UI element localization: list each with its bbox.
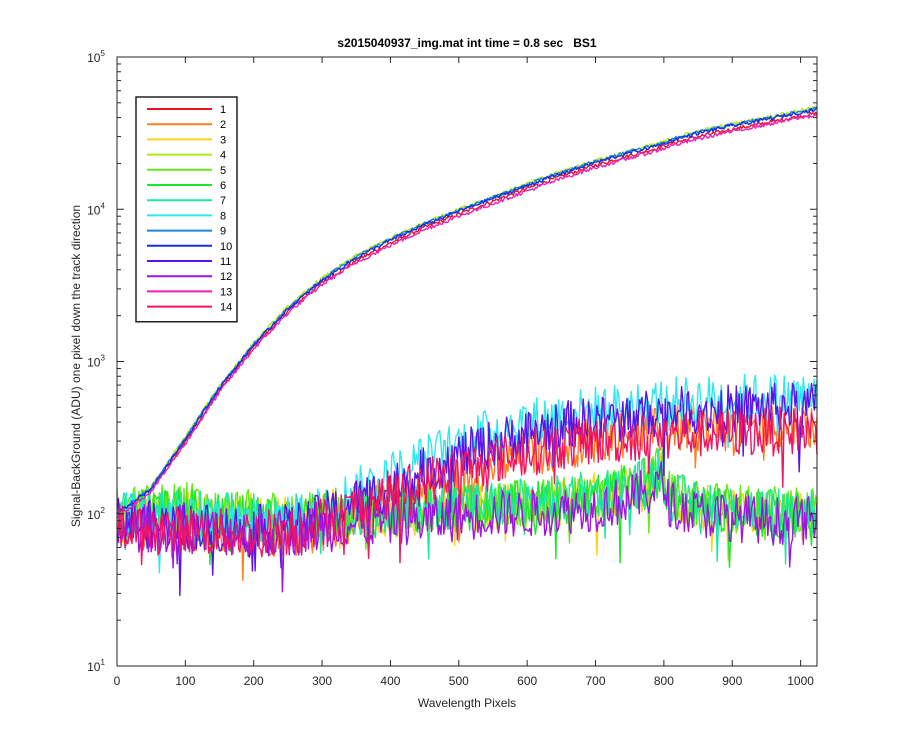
y-tick-label: 101: [87, 658, 105, 674]
x-axis-label: Wavelength Pixels: [418, 696, 516, 710]
x-tick-label: 0: [114, 674, 121, 688]
legend-label-4: 4: [220, 150, 226, 162]
axes: 0 100 200 300 400 500 600 700 800 900 100010110210…: [87, 49, 818, 688]
x-tick-label: 500: [449, 674, 469, 688]
legend-label-2: 2: [220, 119, 226, 131]
legend-label-7: 7: [220, 195, 226, 207]
y-tick-label: 105: [87, 49, 105, 65]
y-tick-label: 103: [87, 354, 105, 370]
legend-label-12: 12: [220, 271, 232, 283]
x-tick-label: 1000: [787, 674, 814, 688]
legend-label-9: 9: [220, 226, 226, 238]
y-tick-label: 102: [87, 506, 105, 522]
legend-label-6: 6: [220, 180, 226, 192]
y-tick-label: 104: [87, 201, 105, 217]
series-line-14: [116, 406, 818, 566]
legend-label-1: 1: [220, 104, 226, 116]
chart-title: s2015040937_img.mat int time = 0.8 sec B…: [337, 36, 596, 50]
legend-box: [135, 96, 238, 323]
series-line-13: [116, 114, 818, 519]
x-tick-label: 600: [517, 674, 537, 688]
legend-label-14: 14: [220, 302, 232, 314]
legend-label-11: 11: [220, 256, 231, 268]
x-tick-label: 300: [312, 674, 332, 688]
legend-label-10: 10: [220, 241, 232, 253]
legend-label-13: 13: [220, 286, 232, 298]
x-tick-label: 100: [175, 674, 195, 688]
x-tick-label: 700: [586, 674, 606, 688]
legend-label-3: 3: [220, 134, 226, 146]
legend-label-8: 8: [220, 210, 226, 222]
series-line-10: [116, 107, 818, 516]
y-axis-label: Signal-BackGround (ADU) one pixel down t…: [69, 205, 83, 527]
x-tick-label: 900: [722, 674, 742, 688]
x-tick-label: 400: [380, 674, 400, 688]
x-tick-label: 200: [244, 674, 264, 688]
x-tick-label: 800: [654, 674, 674, 688]
legend-label-5: 5: [220, 165, 226, 177]
